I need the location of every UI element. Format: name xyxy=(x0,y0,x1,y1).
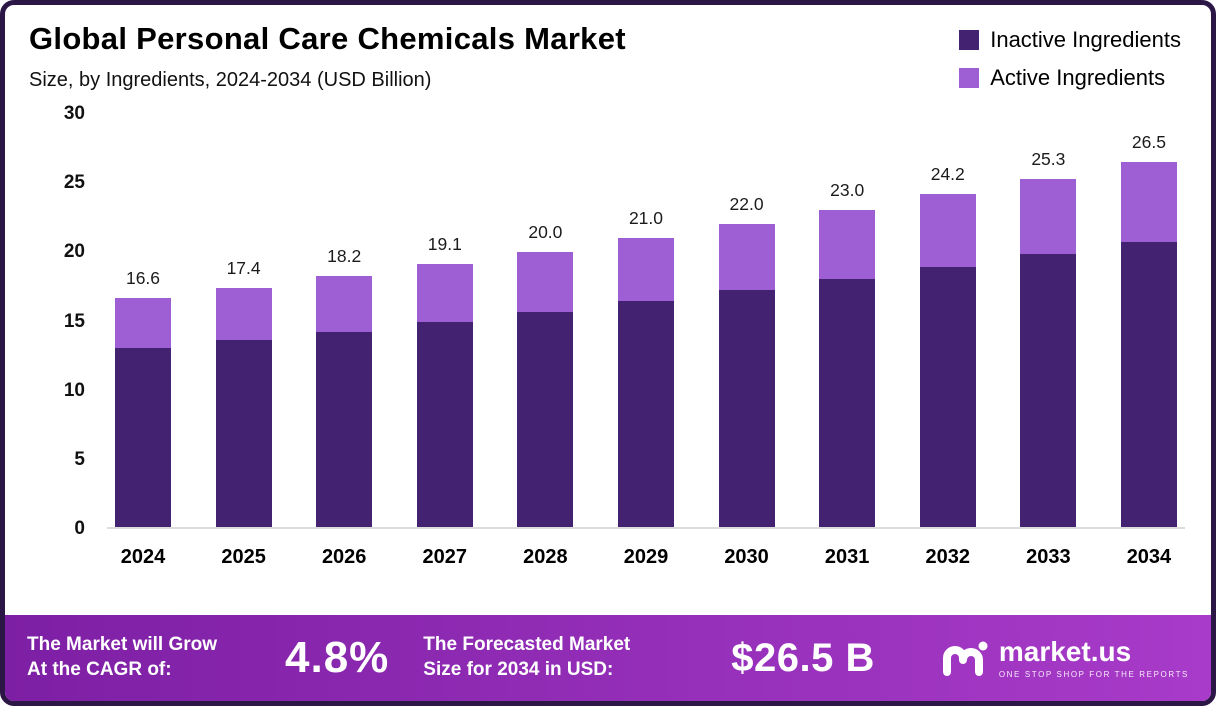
bar-value-label: 19.1 xyxy=(427,234,462,255)
bar-column: 25.3 2033 xyxy=(1020,114,1077,568)
bar-segment-active xyxy=(316,276,373,332)
logo-text: market.us ONE STOP SHOP FOR THE REPORTS xyxy=(998,635,1189,679)
bar-column: 26.5 2034 xyxy=(1120,114,1177,568)
bars: 16.6 2024 17.4 2025 18.2 2026 19.1 2027 20.0 2028… xyxy=(107,114,1185,568)
x-axis-label: 2031 xyxy=(824,546,870,568)
marketus-logo: market.us ONE STOP SHOP FOR THE REPORTS xyxy=(941,635,1189,679)
bar-segment-inactive xyxy=(215,339,272,527)
bar-value-label: 26.5 xyxy=(1131,132,1166,153)
bar-segment-inactive xyxy=(1120,242,1177,527)
y-axis-label: 30 xyxy=(63,103,85,124)
bar-segment-active xyxy=(416,264,473,322)
y-axis: 0 5 10 15 20 25 30 xyxy=(29,103,101,539)
legend-swatch-active-icon xyxy=(959,68,980,88)
chart-section: Global Personal Care Chemicals Market Si… xyxy=(5,5,1211,615)
bar-segment-inactive xyxy=(919,266,976,527)
bar-value-label: 23.0 xyxy=(830,180,865,201)
x-axis-label: 2033 xyxy=(1026,546,1071,568)
header: Global Personal Care Chemicals Market Si… xyxy=(29,21,1187,92)
x-axis-label: 2029 xyxy=(623,546,669,568)
y-axis-label: 20 xyxy=(63,241,85,263)
bar-segment-active xyxy=(819,210,876,280)
bar-value-label: 20.0 xyxy=(528,221,563,242)
bar-column: 20.0 2028 xyxy=(517,114,574,568)
x-axis-label: 2025 xyxy=(221,546,266,568)
bar-segment-active xyxy=(617,237,674,302)
x-axis-label: 2026 xyxy=(321,546,367,568)
legend-item-inactive: Inactive Ingredients xyxy=(959,27,1181,53)
cagr-label: The Market will Grow At the CAGR of: xyxy=(27,633,279,682)
x-axis-label: 2028 xyxy=(523,546,568,568)
y-axis-label: 5 xyxy=(74,448,85,470)
bar-value-label: 21.0 xyxy=(628,207,663,228)
page-subtitle: Size, by Ingredients, 2024-2034 (USD Bil… xyxy=(29,69,432,91)
bar-segment-inactive xyxy=(819,279,876,527)
brand-name: market.us xyxy=(998,635,1132,667)
bar-column: 17.4 2025 xyxy=(215,114,272,568)
page-title: Global Personal Care Chemicals Market xyxy=(29,21,626,56)
x-axis-label: 2024 xyxy=(120,546,166,568)
legend-item-active: Active Ingredients xyxy=(959,65,1181,91)
bar-column: 16.6 2024 xyxy=(115,114,171,568)
bar-value-label: 25.3 xyxy=(1031,148,1066,169)
y-axis-label: 0 xyxy=(74,518,85,539)
footer-banner: The Market will Grow At the CAGR of: 4.8… xyxy=(5,615,1211,701)
y-axis-label: 25 xyxy=(63,172,85,194)
bar-segment-inactive xyxy=(1020,254,1077,527)
bar-segment-active xyxy=(919,193,976,267)
bar-column: 18.2 2026 xyxy=(316,114,373,568)
bar-segment-active xyxy=(215,287,272,340)
bar-value-label: 22.0 xyxy=(729,194,764,215)
y-axis-label: 10 xyxy=(63,379,85,401)
chart-legend: Inactive Ingredients Active Ingredients xyxy=(959,21,1187,91)
forecast-label: The Forecasted Market Size for 2034 in U… xyxy=(423,633,709,682)
cagr-label-line2: At the CAGR of: xyxy=(27,659,172,680)
forecast-value: $26.5 B xyxy=(731,635,875,680)
forecast-label-line2: Size for 2034 in USD: xyxy=(423,659,614,680)
bar-value-label: 17.4 xyxy=(226,257,261,278)
bar-segment-active xyxy=(718,224,775,291)
y-axis-label: 15 xyxy=(63,310,85,332)
x-axis-label: 2032 xyxy=(925,546,971,568)
bar-segment-inactive xyxy=(617,301,674,527)
bar-segment-active xyxy=(1120,162,1177,242)
bar-segment-active xyxy=(517,251,574,313)
x-axis-label: 2030 xyxy=(724,546,769,568)
cagr-label-line1: The Market will Grow xyxy=(27,634,218,656)
legend-label: Active Ingredients xyxy=(990,65,1166,90)
legend-label: Inactive Ingredients xyxy=(990,27,1181,52)
bar-column: 24.2 2032 xyxy=(919,114,976,568)
bar-value-label: 24.2 xyxy=(930,163,965,184)
legend-swatch-inactive-icon xyxy=(959,30,980,50)
header-text: Global Personal Care Chemicals Market Si… xyxy=(29,21,626,92)
bar-segment-inactive xyxy=(718,290,775,527)
cagr-value: 4.8% xyxy=(285,633,390,682)
bar-value-label: 18.2 xyxy=(327,246,362,267)
bar-segment-inactive xyxy=(416,321,473,527)
x-axis-label: 2034 xyxy=(1126,546,1172,568)
bar-segment-inactive xyxy=(115,348,171,527)
bar-segment-active xyxy=(115,298,171,348)
plot-area: 0 5 10 15 20 25 30 16.6 2024 17.4 2025 18.2 2026 19.… xyxy=(29,103,1187,568)
forecast-label-line1: The Forecasted Market xyxy=(423,634,631,656)
marketus-logo-icon xyxy=(942,641,988,676)
bar-column: 21.0 2029 xyxy=(617,114,674,568)
bar-segment-inactive xyxy=(517,312,574,527)
bar-segment-inactive xyxy=(316,331,373,527)
x-axis-label: 2027 xyxy=(422,546,468,568)
bar-segment-active xyxy=(1020,178,1077,255)
bar-column: 19.1 2027 xyxy=(416,114,473,568)
bar-column: 22.0 2030 xyxy=(718,114,775,568)
bar-value-label: 16.6 xyxy=(125,268,161,289)
bar-column: 23.0 2031 xyxy=(819,114,876,568)
brand-tagline: ONE STOP SHOP FOR THE REPORTS xyxy=(998,669,1189,679)
